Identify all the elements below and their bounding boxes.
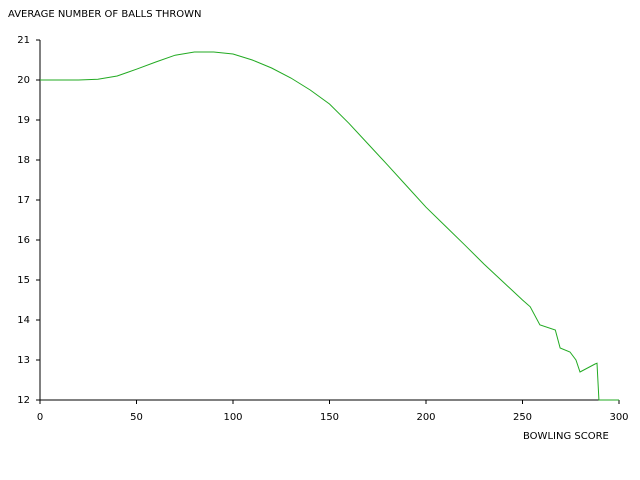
y-tick-label: 19 [17,115,30,126]
x-tick-label: 150 [320,412,339,423]
y-tick-label: 16 [17,235,30,246]
y-tick-label: 18 [17,155,30,166]
y-tick-label: 17 [17,195,30,206]
x-tick-label: 100 [223,412,242,423]
x-tick-label: 250 [513,412,532,423]
y-tick-label: 15 [17,275,30,286]
y-tick-label: 13 [17,355,30,366]
x-tick-label: 50 [130,412,143,423]
chart-title: AVERAGE NUMBER OF BALLS THROWN [8,9,202,20]
y-tick-label: 21 [17,35,30,46]
x-axis-label: BOWLING SCORE [523,431,609,442]
x-tick-label: 300 [609,412,628,423]
x-tick-label: 200 [416,412,435,423]
y-tick-label: 20 [17,75,30,86]
y-tick-label: 12 [17,395,30,406]
x-tick-label: 0 [37,412,43,423]
data-line [40,51,619,401]
y-tick-label: 14 [17,315,30,326]
